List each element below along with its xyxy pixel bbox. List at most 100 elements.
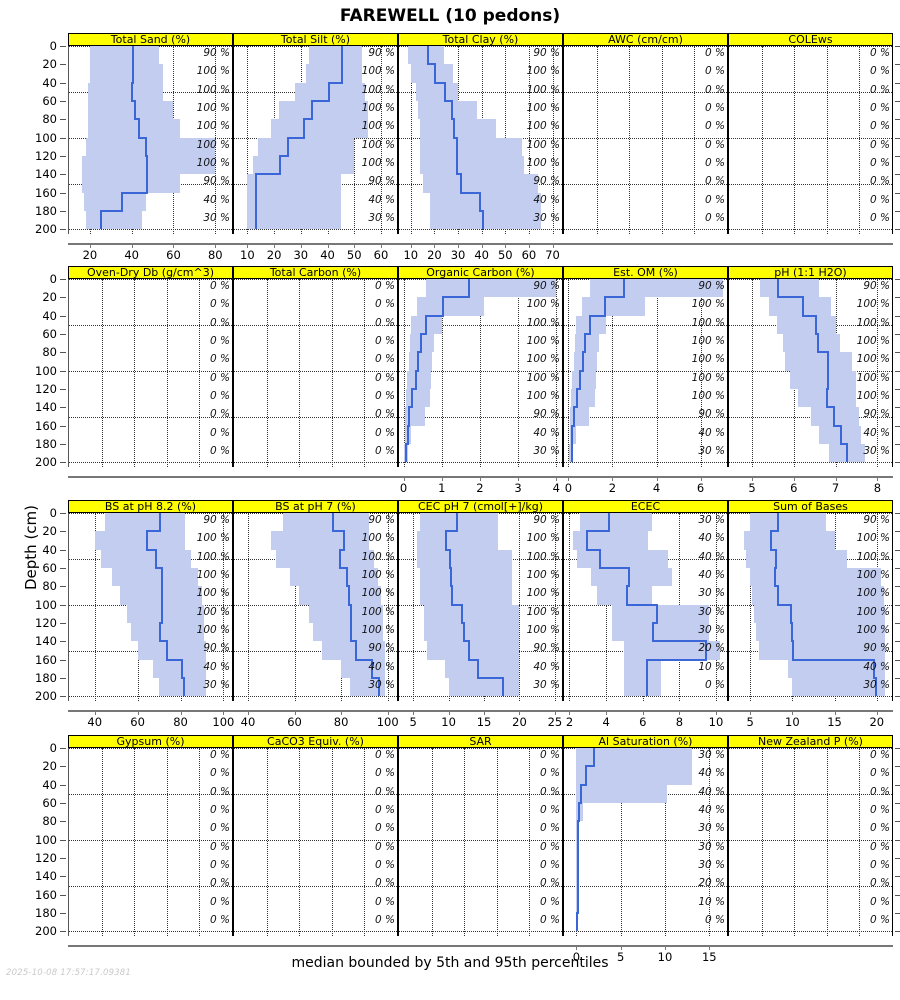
median-line-segment — [408, 407, 411, 426]
pedon-count-label: 40 % — [533, 660, 560, 673]
median-line-segment — [846, 444, 849, 463]
pedon-count-label: 30 % — [698, 749, 725, 761]
pedon-count-label: 100 % — [196, 83, 230, 96]
x-axis-tick-label: 15 — [701, 950, 717, 964]
horizontal-gridline — [69, 229, 232, 231]
median-line-segment — [593, 748, 596, 767]
percentile-band — [87, 82, 164, 101]
pedon-count-label: 100 % — [526, 138, 560, 151]
x-axis-tick — [556, 476, 558, 481]
pedon-count-label: 0 % — [375, 822, 395, 835]
pedon-count-label: 0 % — [705, 120, 725, 133]
x-axis-tick-label: 40 — [87, 715, 103, 729]
percentile-band — [247, 211, 341, 230]
median-line-segment — [345, 568, 348, 587]
depth-tick-mark — [895, 211, 900, 213]
percentile-band — [271, 531, 370, 550]
pedon-count-label: 100 % — [361, 138, 395, 151]
panel-caco3-equiv: CaCO3 Equiv. (%) 0 % 0 % 0 % 0 % 0 % 0 % 0 % 0 %… — [233, 735, 398, 936]
horizontal-gridline — [564, 885, 727, 887]
depth-tick-label: 0 — [49, 39, 57, 53]
pedon-count-label: 30 % — [533, 679, 560, 692]
depth-tick-mark — [895, 748, 900, 749]
percentile-band — [768, 297, 832, 316]
x-axis-tick — [247, 710, 249, 715]
median-line-segment — [827, 352, 830, 371]
depth-tick-mark — [60, 46, 66, 47]
panel-sum-of-bases: Sum of Bases 90 % 100 % 100 % 100 % 100 % 100 … — [728, 500, 893, 701]
vertical-gridline — [556, 279, 558, 467]
horizontal-gridline — [69, 885, 232, 887]
vertical-gridline — [552, 46, 554, 234]
pedon-count-label: 100 % — [196, 157, 230, 170]
panel-plot-area: 0 % 0 % 0 % 0 % 0 % 0 % 0 % 0 % 0 % 0 % — [233, 279, 398, 467]
pedon-count-label: 0 % — [870, 138, 890, 151]
horizontal-gridline — [69, 370, 232, 372]
depth-tick-label: 140 — [35, 869, 57, 884]
median-line-connector — [773, 585, 780, 588]
x-axis-tick-label: 7 — [831, 481, 840, 495]
percentile-band — [152, 659, 207, 679]
median-line-connector — [589, 314, 606, 317]
depth-tick-mark — [60, 444, 66, 446]
pedon-count-label: 0 % — [210, 445, 230, 458]
x-axis-tick-label: 8 — [873, 481, 882, 495]
pedon-count-label: 100 % — [196, 138, 230, 151]
percentile-band — [306, 64, 363, 83]
x-axis-tick-label: 3 — [514, 481, 522, 495]
horizontal-gridline — [234, 793, 397, 795]
pedon-count-label: 100 % — [526, 83, 560, 96]
depth-tick-mark — [60, 462, 66, 464]
pedon-count-label: 100 % — [691, 298, 725, 311]
vertical-gridline — [794, 748, 796, 936]
x-axis-tick — [180, 710, 182, 715]
horizontal-gridline — [729, 885, 892, 887]
median-line-segment — [455, 156, 458, 175]
pedon-count-label: 40 % — [698, 785, 725, 798]
vertical-gridline — [94, 513, 96, 701]
depth-tick-mark — [60, 876, 66, 878]
horizontal-gridline — [564, 229, 727, 231]
pedon-count-label: 0 % — [375, 280, 395, 292]
panel-plot-area: 90 % 100 % 100 % 100 % 100 % 100 % 100 % 90 % 40… — [233, 46, 398, 234]
pedon-count-label: 90 % — [533, 642, 560, 655]
median-line-segment — [453, 119, 456, 138]
depth-tick-label: 100 — [35, 130, 57, 145]
pedon-count-label: 0 % — [210, 335, 230, 348]
vertical-gridline — [331, 279, 333, 467]
depth-tick-label: 120 — [35, 851, 57, 866]
x-axis-tick — [215, 243, 217, 248]
median-line-segment — [581, 352, 584, 371]
pedon-count-label: 0 % — [705, 47, 725, 59]
depth-tick-mark — [895, 894, 900, 896]
x-axis-line — [563, 945, 728, 947]
x-axis-tick — [528, 243, 530, 248]
x-axis-tick-label: 50 — [497, 248, 513, 262]
vertical-gridline — [354, 46, 356, 234]
median-line-segment — [589, 315, 592, 334]
depth-tick-label: 20 — [42, 524, 57, 539]
pedon-count-label: 100 % — [691, 316, 725, 329]
median-line-connector — [476, 677, 504, 680]
pedon-count-label: 100 % — [856, 569, 890, 582]
median-line-segment — [350, 623, 353, 642]
x-axis-tick-label: 60 — [166, 248, 181, 262]
depth-tick-label: 180 — [35, 906, 57, 921]
vertical-gridline — [664, 748, 666, 936]
percentile-band — [416, 297, 484, 316]
pedon-count-label: 0 % — [375, 371, 395, 384]
x-axis-tick — [294, 710, 296, 715]
horizontal-gridline — [564, 416, 727, 418]
horizontal-gridline — [729, 137, 892, 139]
percentile-band — [322, 641, 386, 660]
horizontal-gridline — [234, 416, 397, 418]
horizontal-gridline — [69, 931, 232, 933]
x-axis-tick-label: 60 — [287, 715, 302, 729]
median-line-connector — [585, 548, 601, 551]
pedon-count-label: 100 % — [361, 587, 395, 600]
vertical-gridline — [518, 279, 520, 467]
horizontal-gridline — [729, 839, 892, 841]
horizontal-gridline — [399, 229, 562, 231]
percentile-band — [751, 586, 884, 605]
x-axis-tick — [247, 243, 249, 248]
